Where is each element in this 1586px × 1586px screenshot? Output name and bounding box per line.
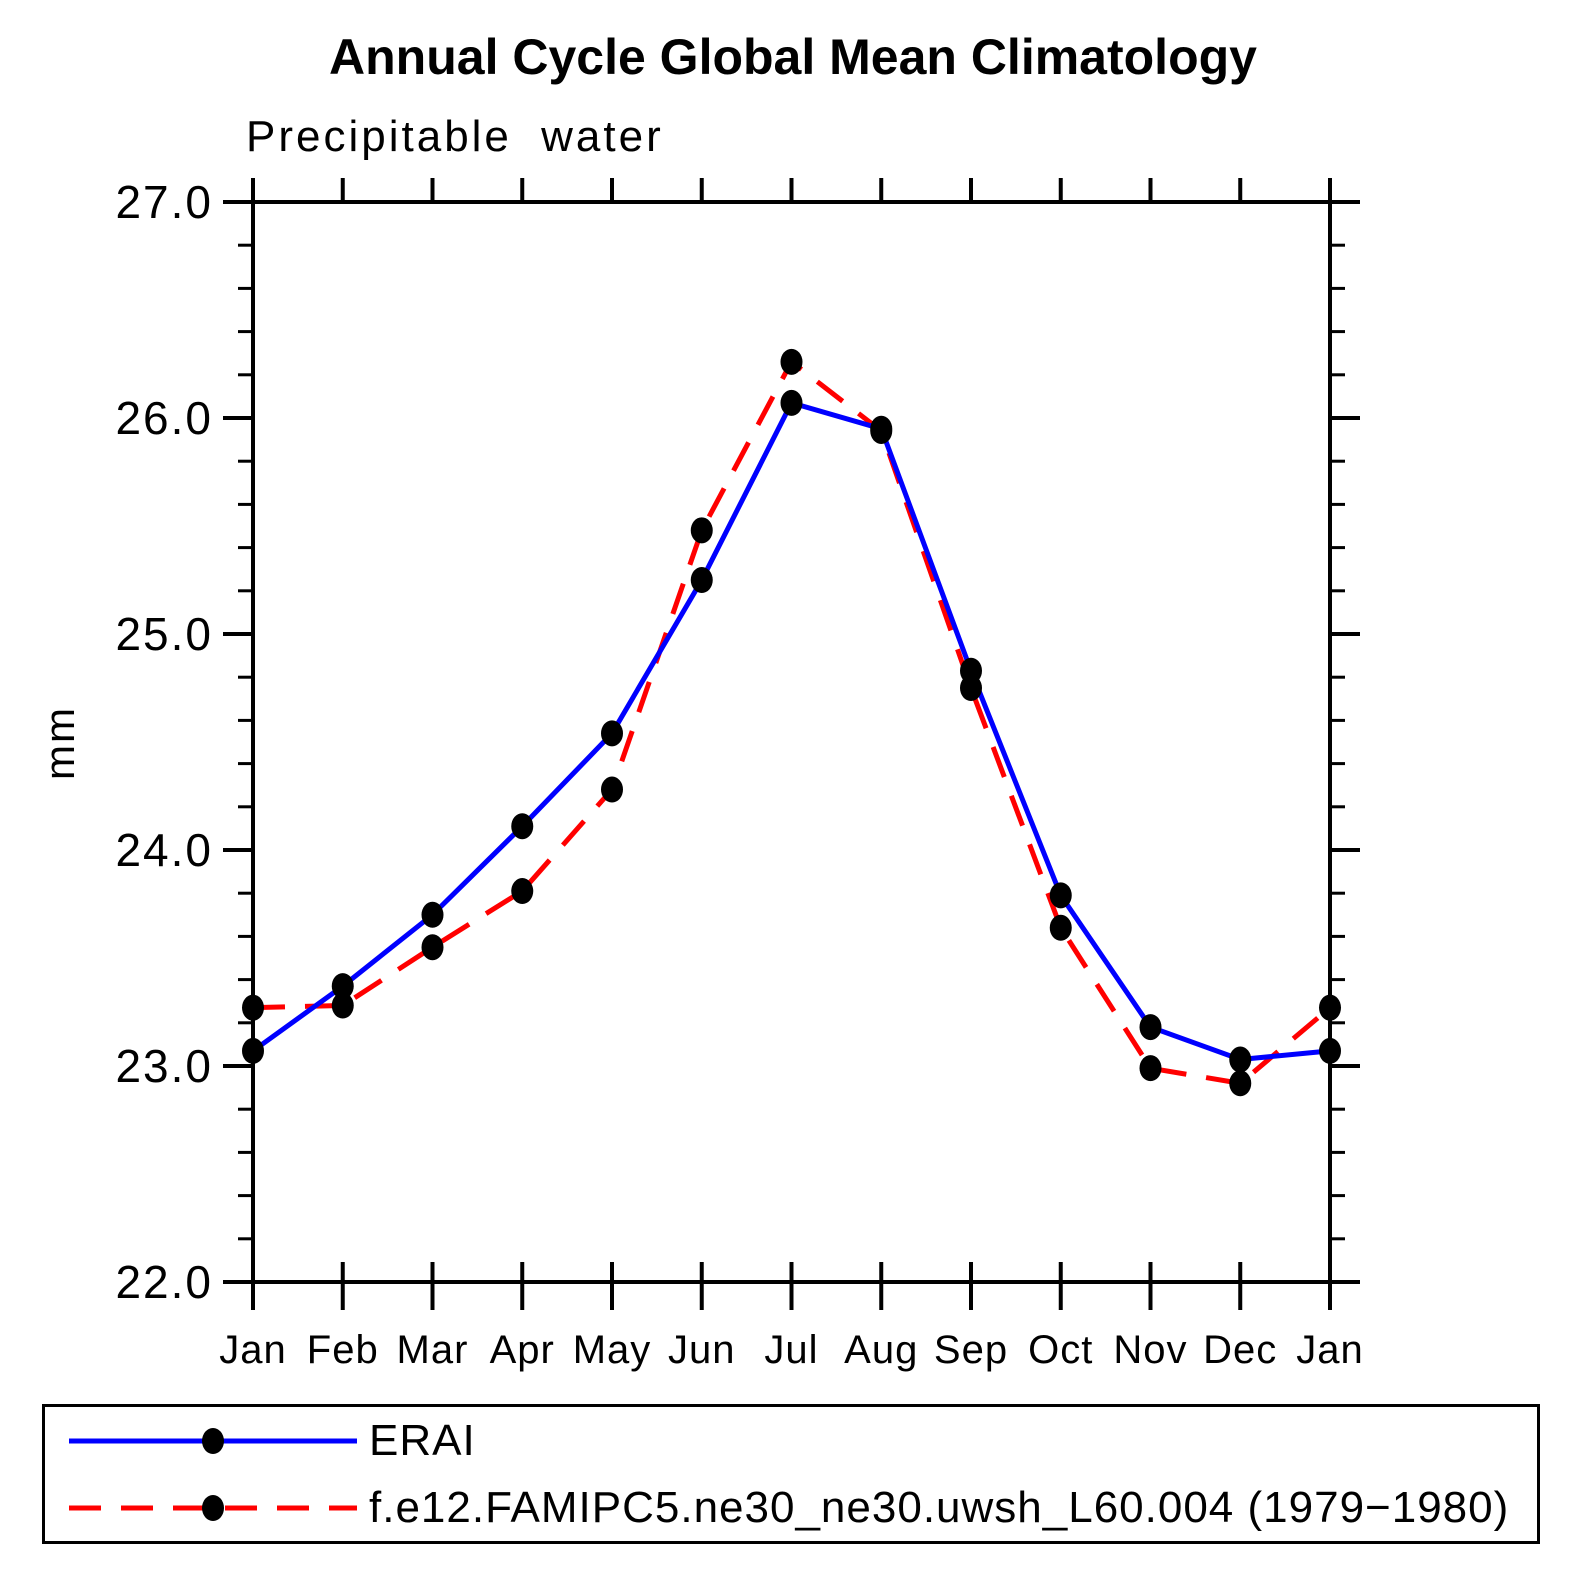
x-tick-label: Dec bbox=[1203, 1328, 1277, 1372]
y-tick-label: 27.0 bbox=[115, 176, 213, 228]
erai-data-point-marker bbox=[1049, 882, 1072, 909]
model-data-point-marker bbox=[601, 776, 623, 803]
model-line bbox=[252, 358, 1332, 1086]
erai-data-point-marker bbox=[1139, 1014, 1162, 1041]
x-tick-label: Jul bbox=[764, 1328, 818, 1372]
y-tick-label: 26.0 bbox=[115, 392, 213, 444]
x-tick-label: Jan bbox=[219, 1328, 287, 1372]
model-line-key bbox=[69, 1494, 357, 1521]
erai-data-point-marker bbox=[242, 1037, 264, 1064]
x-tick-label: Sep bbox=[934, 1328, 1008, 1372]
model-data-point-marker bbox=[1139, 1055, 1162, 1082]
legend-label-erai: ERAI bbox=[369, 1415, 476, 1465]
x-tick-label: Oct bbox=[1028, 1328, 1093, 1372]
x-tick-label: Jun bbox=[668, 1328, 736, 1372]
model-data-point-marker bbox=[242, 994, 264, 1021]
x-tick-label: Nov bbox=[1113, 1328, 1187, 1372]
model-data-point-marker bbox=[1049, 914, 1072, 941]
erai-data-point-marker bbox=[690, 567, 713, 593]
legend: ERAI f.e12.FAMIPC5.ne30_ne30.uwsh_L60.00… bbox=[42, 1404, 1540, 1544]
legend-item-erai: ERAI bbox=[45, 1413, 1537, 1469]
y-tick-label: 24.0 bbox=[115, 824, 213, 876]
model-data-point-marker bbox=[1319, 994, 1341, 1021]
y-tick-label: 25.0 bbox=[115, 608, 213, 660]
model-data-point-marker bbox=[331, 992, 354, 1019]
y-tick-label: 22.0 bbox=[115, 1256, 213, 1308]
erai-data-point-marker bbox=[780, 389, 803, 416]
erai-data-point-marker bbox=[601, 720, 623, 747]
erai-data-point-marker bbox=[960, 657, 982, 684]
erai-key-marker bbox=[202, 1427, 224, 1454]
model-data-point-marker bbox=[1229, 1070, 1252, 1097]
x-tick-label: Apr bbox=[490, 1328, 555, 1372]
model-data-point-marker bbox=[690, 517, 713, 544]
chart-title: Annual Cycle Global Mean Climatology bbox=[329, 29, 1257, 85]
erai-data-point-marker bbox=[870, 415, 893, 442]
y-tick-label: 23.0 bbox=[115, 1040, 213, 1092]
erai-data-point-marker bbox=[421, 901, 444, 928]
x-tick-label: Aug bbox=[844, 1328, 918, 1372]
model-data-point-marker bbox=[421, 934, 444, 961]
x-tick-label: Mar bbox=[397, 1328, 469, 1372]
erai-data-point-marker bbox=[1229, 1046, 1252, 1073]
legend-item-model: f.e12.FAMIPC5.ne30_ne30.uwsh_L60.004 (19… bbox=[45, 1480, 1537, 1536]
erai-data-point-marker bbox=[511, 813, 534, 840]
x-tick-label: Feb bbox=[307, 1328, 379, 1372]
x-tick-label: Jan bbox=[1296, 1328, 1364, 1372]
legend-label-model: f.e12.FAMIPC5.ne30_ne30.uwsh_L60.004 (19… bbox=[369, 1482, 1510, 1532]
erai-data-point-marker bbox=[331, 973, 354, 1000]
x-tick-label: May bbox=[573, 1328, 652, 1372]
chart-subtitle: Precipitable water bbox=[246, 112, 664, 161]
model-key-marker bbox=[202, 1494, 224, 1521]
model-data-point-marker bbox=[780, 348, 803, 375]
erai-line-key bbox=[69, 1427, 357, 1454]
model-data-point-marker bbox=[511, 878, 534, 905]
erai-data-point-marker bbox=[1319, 1037, 1341, 1064]
